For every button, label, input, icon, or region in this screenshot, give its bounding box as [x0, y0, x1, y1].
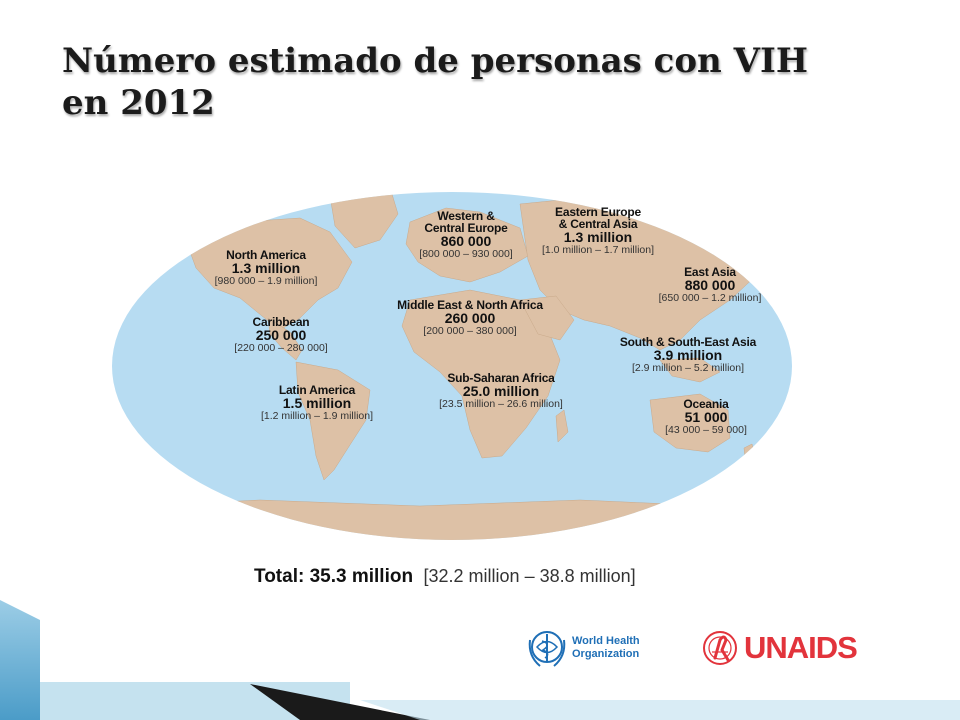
- region-value: 250 000: [255, 327, 307, 343]
- region-value: 3.9 million: [653, 347, 723, 363]
- region-range: [1.2 million – 1.9 million]: [260, 410, 374, 422]
- region-range: [800 000 – 930 000]: [419, 248, 513, 260]
- title-line-1: Número estimado de personas con VIH: [62, 41, 808, 81]
- region-east-asia: East Asia 880 000 [650 000 – 1.2 million…: [648, 266, 772, 304]
- region-range: [43 000 – 59 000]: [665, 424, 747, 436]
- region-range: [2.9 million – 5.2 million]: [631, 362, 745, 374]
- region-value: 1.5 million: [282, 395, 352, 411]
- region-name: North America: [226, 248, 306, 262]
- antarctica-landmass: [112, 499, 792, 540]
- unaids-wordmark: UNAIDS: [744, 630, 858, 665]
- region-north-america: North America 1.3 million [980 000 – 1.9…: [196, 249, 336, 287]
- slide-title: Número estimado de personas con VIH en 2…: [62, 40, 842, 124]
- region-name: Oceania: [683, 397, 729, 411]
- region-oceania: Oceania 51 000 [43 000 – 59 000]: [646, 398, 766, 436]
- region-name: Middle East & North Africa: [397, 298, 543, 312]
- who-name-line-1: World Health: [572, 635, 640, 647]
- region-name-line-1: Eastern Europe: [555, 205, 641, 219]
- region-name-line-1: Western &: [437, 209, 495, 223]
- australia-landmass: [649, 393, 731, 453]
- new-zealand-landmass: [743, 443, 757, 469]
- who-emblem-icon: [528, 631, 566, 667]
- who-logo: World Health Organization: [526, 626, 640, 670]
- central-america-landmass: [267, 317, 303, 361]
- total-range: [32.2 million – 38.8 million]: [423, 566, 636, 586]
- region-eastern-europe-central-asia: Eastern Europe & Central Asia 1.3 millio…: [530, 206, 666, 256]
- north-america-landmass: [184, 217, 353, 331]
- total-estimate: Total: 35.3 million [32.2 million – 38.8…: [254, 566, 636, 588]
- region-value: 51 000: [684, 409, 728, 425]
- region-value: 880 000: [684, 277, 736, 293]
- arabia-landmass: [519, 295, 575, 341]
- region-value: 260 000: [444, 310, 496, 326]
- red-ribbon-icon: [703, 631, 737, 665]
- region-value: 860 000: [440, 233, 492, 249]
- region-name-line-2: & Central Asia: [558, 217, 638, 231]
- southeast-asia-islands: [659, 357, 721, 383]
- unaids-logo: UNAIDS: [700, 628, 858, 668]
- region-name: Sub-Saharan Africa: [447, 371, 555, 385]
- region-name-line-2: Central Europe: [424, 221, 508, 235]
- region-name: Caribbean: [252, 315, 310, 329]
- region-name: East Asia: [684, 265, 736, 279]
- who-name-line-2: Organization: [572, 648, 640, 660]
- region-sub-saharan-africa: Sub-Saharan Africa 25.0 million [23.5 mi…: [424, 372, 578, 410]
- region-range: [220 000 – 280 000]: [234, 342, 328, 354]
- region-caribbean: Caribbean 250 000 [220 000 – 280 000]: [226, 316, 336, 354]
- south-america-landmass: [295, 361, 371, 481]
- region-range: [1.0 million – 1.7 million]: [541, 244, 655, 256]
- region-name: Latin America: [278, 383, 356, 397]
- total-label: Total: 35.3 million: [254, 566, 414, 587]
- europe-landmass: [405, 207, 529, 283]
- region-value: 1.3 million: [563, 229, 633, 245]
- region-western-central-europe: Western & Central Europe 860 000 [800 00…: [404, 210, 528, 260]
- region-latin-america: Latin America 1.5 million [1.2 million –…: [252, 384, 382, 422]
- region-range: [200 000 – 380 000]: [423, 325, 517, 337]
- region-name: South & South-East Asia: [619, 335, 757, 349]
- region-middle-east-north-africa: Middle East & North Africa 260 000 [200 …: [374, 299, 566, 337]
- region-range: [23.5 million – 26.6 million]: [439, 398, 563, 410]
- region-range: [980 000 – 1.9 million]: [214, 275, 318, 287]
- region-value: 25.0 million: [462, 383, 540, 399]
- title-line-2: en 2012: [62, 83, 215, 123]
- region-value: 1.3 million: [231, 260, 301, 276]
- region-south-southeast-asia: South & South-East Asia 3.9 million [2.9…: [600, 336, 776, 374]
- madagascar-landmass: [555, 409, 569, 443]
- region-range: [650 000 – 1.2 million]: [658, 292, 762, 304]
